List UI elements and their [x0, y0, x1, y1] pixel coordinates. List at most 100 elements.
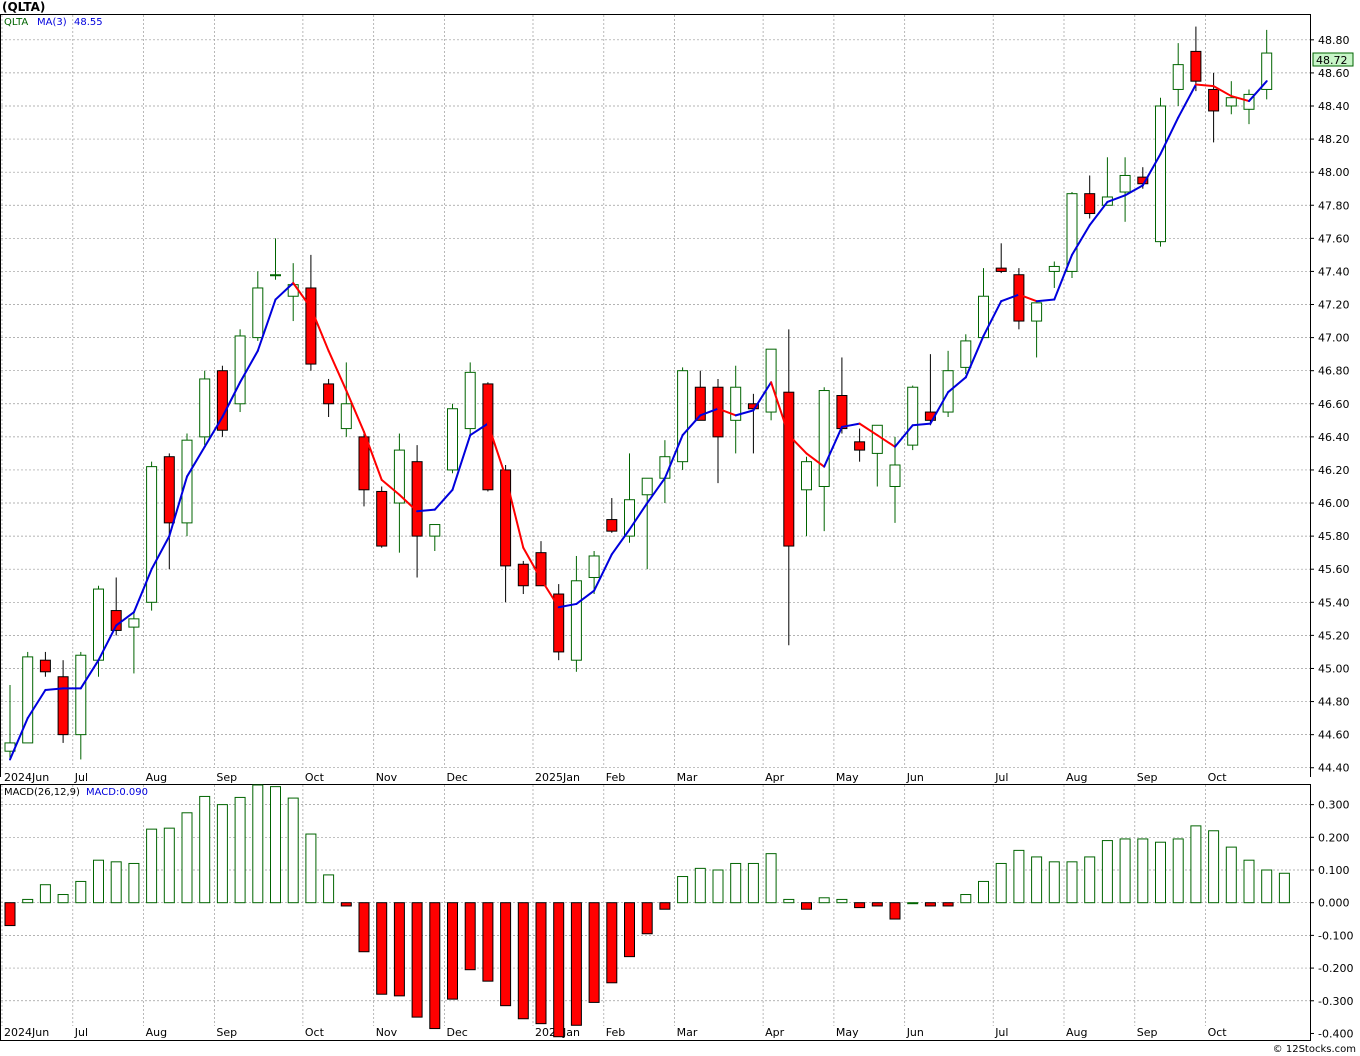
candle: [712, 378, 724, 484]
candle-body: [1119, 174, 1131, 193]
macd-bar: [730, 862, 742, 904]
macd-bar: [517, 902, 529, 1020]
candle: [854, 428, 866, 462]
candle: [447, 403, 458, 474]
ma-segment: [504, 475, 525, 549]
candle-body: [57, 676, 69, 736]
macd-bar: [393, 902, 405, 997]
candle: [270, 238, 281, 280]
macd-bar: [836, 898, 848, 904]
macd-bar: [588, 902, 600, 1003]
ma-segment: [274, 282, 295, 301]
price-x-tick-label: Aug: [146, 771, 167, 784]
ma-segment: [398, 493, 419, 513]
ma-segment: [575, 589, 596, 605]
candle: [801, 456, 812, 537]
ma-segment: [345, 389, 365, 433]
macd-x-tick-label: Sep: [1137, 1026, 1158, 1039]
ma-segment: [1177, 83, 1197, 119]
ma-segment: [1212, 85, 1233, 98]
ma-segment: [1106, 194, 1127, 203]
candle-body: [411, 461, 423, 537]
price-y-tick-label: 44.60: [1318, 729, 1350, 742]
candle-body: [730, 386, 742, 421]
price-x-tick-label: May: [836, 771, 859, 784]
macd-x-tick-label: Mar: [677, 1026, 698, 1039]
ma-segment: [787, 434, 808, 455]
macd-bar: [411, 902, 423, 1018]
macd-bar: [163, 827, 175, 904]
candle: [234, 329, 246, 413]
candle: [1031, 302, 1043, 358]
candle-body: [1066, 193, 1078, 272]
candle: [500, 464, 512, 603]
candle-body: [641, 477, 653, 496]
candle: [464, 362, 476, 437]
ma-segment: [203, 416, 224, 448]
candle-body: [801, 461, 812, 491]
macd-bar: [199, 795, 211, 904]
ma-segment: [876, 434, 896, 448]
macd-bar: [570, 902, 582, 1026]
ma-segment: [292, 282, 312, 309]
ma-segment: [840, 422, 861, 428]
price-x-tick-label: Jun: [906, 771, 924, 784]
ma-segment: [26, 688, 47, 720]
ma-segment: [1053, 253, 1073, 301]
ma-segment: [1159, 116, 1180, 155]
macd-y-tick-label: -0.100: [1318, 929, 1353, 942]
ma-segment: [469, 422, 489, 437]
macd-bar: [234, 796, 246, 904]
macd-bar: [1172, 838, 1184, 904]
price-y-tick-label: 48.20: [1318, 133, 1350, 146]
candle-body: [22, 656, 34, 744]
ma-segment: [717, 407, 737, 417]
candle: [199, 370, 211, 446]
candle: [783, 329, 795, 646]
candle-body: [447, 408, 458, 471]
macd-bar: [1084, 856, 1096, 904]
ma-segment: [327, 349, 348, 392]
candle-body: [907, 386, 919, 446]
macd-x-tick-label: Jun: [906, 1026, 924, 1039]
candle-body: [1172, 64, 1184, 90]
ma-segment: [97, 624, 118, 662]
macd-x-tick-label: Sep: [216, 1026, 237, 1039]
ma-segment: [1017, 293, 1038, 303]
macd-bar: [1190, 825, 1202, 904]
chart-title: (QLTA): [2, 0, 45, 14]
candle: [553, 584, 565, 661]
macd-bar: [270, 786, 281, 904]
price-y-tick-label: 44.80: [1318, 696, 1350, 709]
candle-body: [1013, 274, 1025, 322]
macd-bar: [871, 902, 883, 907]
candle: [1190, 26, 1202, 92]
candle: [39, 651, 51, 677]
ma-segment: [947, 376, 967, 394]
candle-body: [854, 441, 866, 451]
candle: [1208, 72, 1220, 143]
candle: [1172, 43, 1184, 106]
candle-body: [340, 403, 352, 430]
macd-x-tick-label: Jul: [994, 1026, 1008, 1039]
macd-bar: [747, 862, 759, 904]
macd-x-tick-label: Aug: [1066, 1026, 1087, 1039]
ma-segment: [894, 424, 914, 448]
ma-segment: [416, 508, 436, 513]
candle: [1119, 157, 1131, 222]
macd-bar: [1031, 856, 1043, 904]
macd-legend-value: MACD:0.090: [86, 787, 148, 798]
candle: [146, 461, 158, 611]
candle: [1155, 97, 1166, 247]
price-y-tick-label: 46.60: [1318, 398, 1350, 411]
macd-bar: [376, 902, 388, 995]
candle: [606, 498, 618, 533]
candle: [995, 243, 1007, 274]
macd-bar: [854, 902, 866, 909]
candle: [588, 551, 600, 595]
candle-body: [818, 390, 830, 487]
price-x-tick-label: Jul: [74, 771, 88, 784]
macd-bar: [181, 812, 193, 904]
macd-x-axis: 2024JunJulAugSepOctNovDec2025JanFebMarAp…: [1, 1026, 1310, 1040]
candle-body: [1048, 265, 1060, 272]
